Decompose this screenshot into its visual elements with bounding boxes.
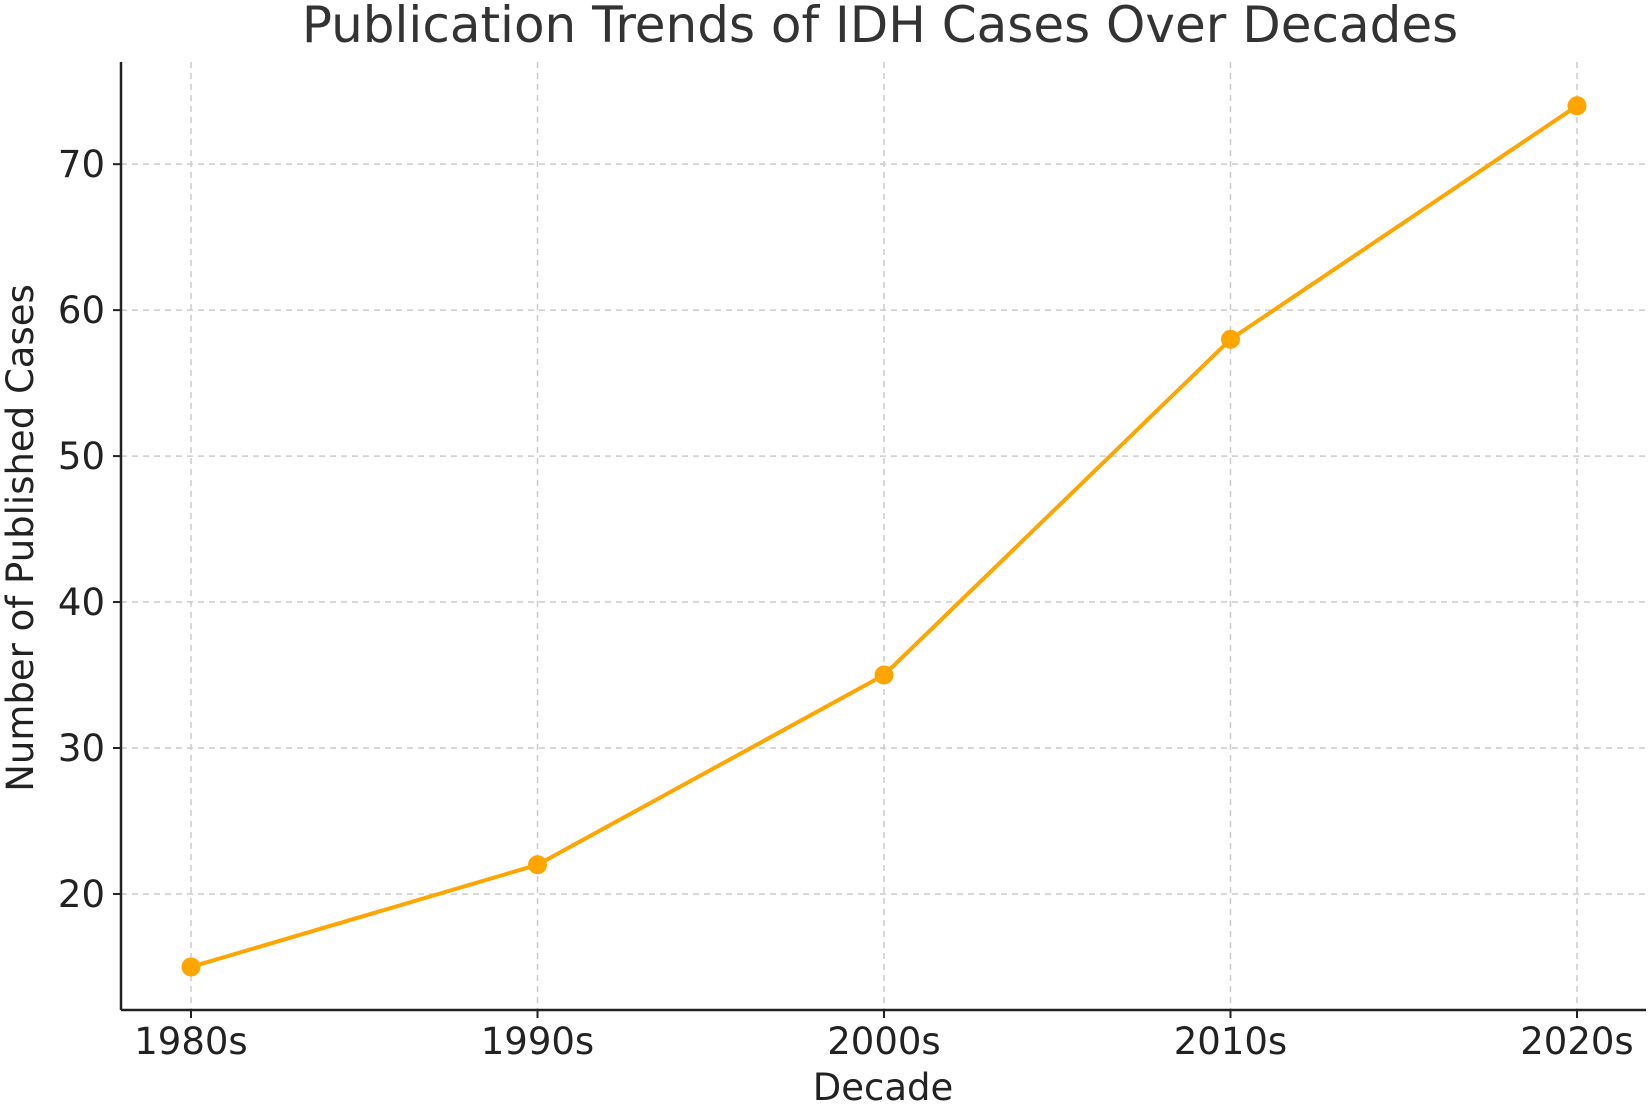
data-point-marker — [181, 957, 201, 977]
x-tick-label: 2020s — [1520, 1020, 1633, 1063]
data-point-marker — [1567, 96, 1587, 116]
y-tick-label: 40 — [58, 581, 105, 624]
y-tick-label: 30 — [58, 727, 105, 770]
y-axis-label: Number of Published Cases — [0, 284, 42, 792]
data-point-marker — [874, 665, 894, 685]
ticks: 1980s 1990s 2000s 2010s 2020s 20 30 40 50 60 70 — [58, 143, 1634, 1063]
y-tick-label: 70 — [58, 143, 105, 186]
y-tick-label: 50 — [58, 435, 105, 478]
series — [181, 96, 1587, 977]
x-tick-label: 1980s — [134, 1020, 247, 1063]
y-tick-label: 20 — [58, 873, 105, 916]
y-tick-label: 60 — [58, 289, 105, 332]
x-tick-label: 2000s — [827, 1020, 940, 1063]
x-tick-label: 1990s — [481, 1020, 594, 1063]
x-tick-label: 2010s — [1174, 1020, 1287, 1063]
grid — [121, 62, 1646, 1010]
chart-title: Publication Trends of IDH Cases Over Dec… — [302, 0, 1458, 54]
data-point-marker — [528, 855, 547, 875]
data-point-marker — [1221, 329, 1240, 349]
x-axis-label: Decade — [813, 1066, 954, 1109]
